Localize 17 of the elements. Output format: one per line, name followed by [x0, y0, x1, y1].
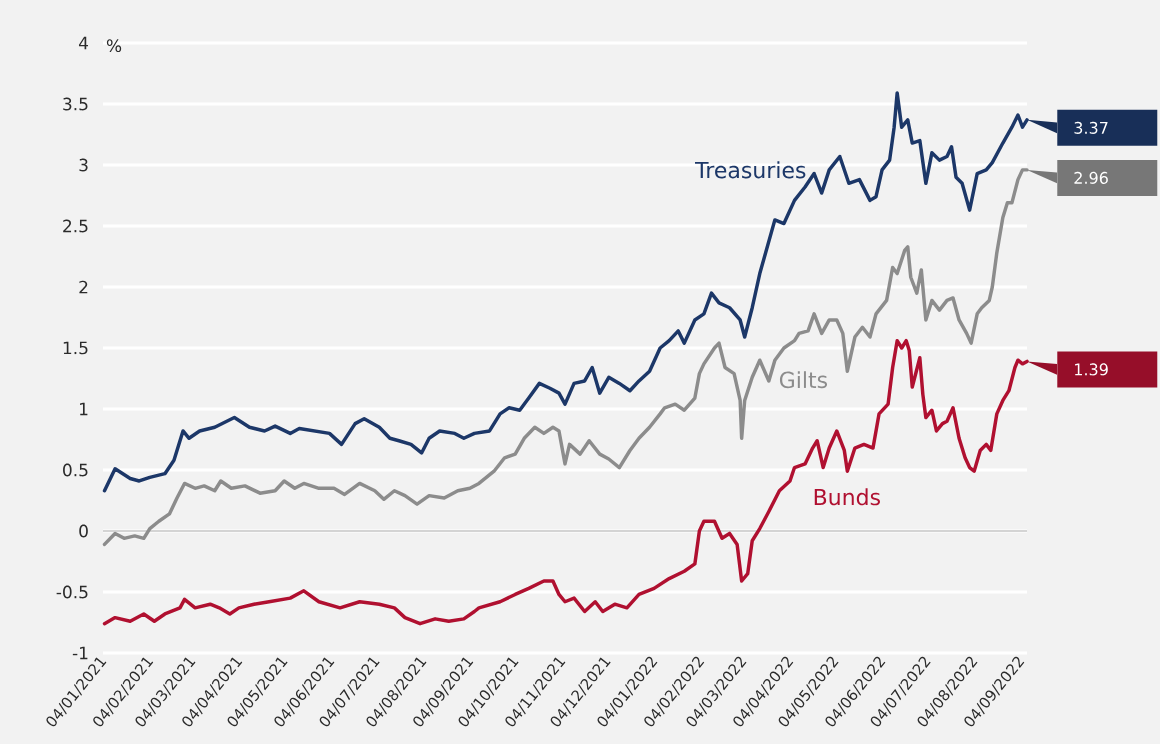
annotation: 1.39	[1075, 363, 1108, 376]
series-label: Bunds	[814, 488, 880, 506]
y-tick-label: 4	[78, 36, 89, 50]
y-tick-label: 1	[80, 402, 88, 416]
annotation: 3.37	[1074, 121, 1108, 134]
y-tick-label: 0.5	[63, 463, 88, 477]
y-tick-label: -0.5	[56, 585, 88, 599]
y-axis-title: %	[106, 39, 122, 53]
y-tick-label: 3.5	[63, 97, 88, 111]
y-tick-label: 1.5	[63, 341, 88, 355]
y-tick-label: 0	[79, 524, 88, 538]
series-label: Treasuries	[695, 161, 806, 179]
y-tick-label: 3	[79, 158, 88, 172]
annotation: 2.96	[1074, 171, 1108, 184]
y-tick-label: 2.5	[63, 219, 88, 233]
y-tick-label: 2	[79, 280, 88, 294]
series-label: Gilts	[779, 371, 828, 389]
